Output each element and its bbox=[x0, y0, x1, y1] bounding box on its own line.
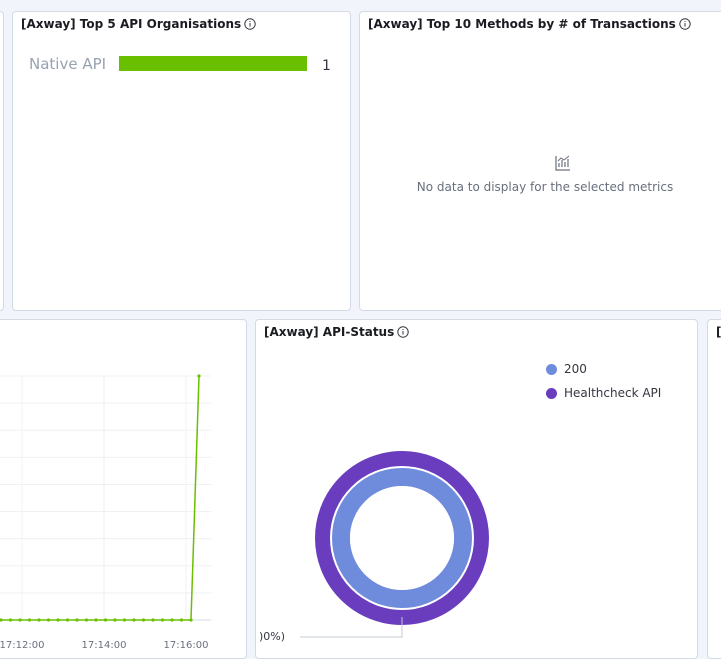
legend-label: 200 bbox=[564, 362, 587, 376]
donut-separator bbox=[330, 466, 474, 610]
legend-item-200[interactable]: 200 bbox=[546, 357, 661, 381]
right-edge-title: [. bbox=[716, 325, 721, 339]
status-title-text: [Axway] API-Status bbox=[264, 325, 395, 339]
data-point bbox=[122, 618, 127, 622]
data-point bbox=[56, 618, 60, 622]
timeline-panel: 17:12:00 17:14:00 17:16:00 bbox=[0, 319, 247, 659]
data-point bbox=[84, 618, 89, 622]
bar-label[interactable]: Native API bbox=[29, 55, 107, 73]
data-point bbox=[18, 618, 22, 622]
data-point bbox=[37, 618, 41, 622]
data-point bbox=[141, 618, 146, 622]
methods-panel-title: [Axway] Top 10 Methods by # of Transacti… bbox=[368, 17, 691, 31]
info-icon[interactable] bbox=[397, 326, 409, 338]
data-point bbox=[0, 618, 3, 622]
orgs-panel-title: [Axway] Top 5 API Organisations bbox=[21, 17, 256, 31]
donut-inner-edge bbox=[350, 486, 454, 590]
legend-dot bbox=[546, 387, 557, 399]
leader-line bbox=[300, 617, 403, 638]
x-tick-label: 17:16:00 bbox=[164, 640, 209, 651]
info-icon[interactable] bbox=[679, 18, 691, 30]
right-edge-panel: [. bbox=[707, 319, 721, 659]
donut-inner-ring bbox=[332, 468, 472, 608]
data-point bbox=[113, 618, 117, 622]
status-panel-title: [Axway] API-Status bbox=[264, 325, 409, 339]
data-point bbox=[179, 618, 184, 622]
status-panel: [Axway] API-Status 200 Healthcheck API )… bbox=[255, 319, 698, 659]
data-point bbox=[189, 618, 193, 622]
orgs-panel: [Axway] Top 5 API Organisations Native A… bbox=[12, 11, 351, 311]
orgs-title-text: [Axway] Top 5 API Organisations bbox=[21, 17, 242, 31]
data-point bbox=[8, 618, 13, 622]
left-edge-panel bbox=[0, 11, 4, 311]
data-point bbox=[27, 618, 32, 622]
legend-label: Healthcheck API bbox=[564, 386, 662, 400]
slice-percent-label: )0%) bbox=[259, 630, 286, 643]
info-icon[interactable] bbox=[244, 18, 256, 30]
data-point bbox=[46, 618, 51, 622]
legend: 200 Healthcheck API bbox=[546, 357, 661, 405]
data-point bbox=[151, 618, 155, 622]
legend-dot bbox=[546, 363, 557, 375]
data-point bbox=[94, 618, 98, 622]
bar-value: 1 bbox=[322, 58, 331, 74]
data-point bbox=[197, 374, 201, 378]
timeline-chart[interactable]: 17:12:00 17:14:00 17:16:00 bbox=[0, 320, 247, 659]
bar[interactable] bbox=[119, 56, 307, 71]
legend-item-healthcheck[interactable]: Healthcheck API bbox=[546, 381, 661, 405]
methods-panel: [Axway] Top 10 Methods by # of Transacti… bbox=[359, 11, 721, 311]
chart-empty-icon bbox=[555, 155, 570, 171]
data-point bbox=[103, 618, 108, 622]
data-point bbox=[75, 618, 79, 622]
data-point bbox=[170, 618, 174, 622]
data-point bbox=[160, 618, 165, 622]
donut-chart[interactable] bbox=[256, 320, 698, 659]
data-point bbox=[132, 618, 136, 622]
x-tick-label: 17:12:00 bbox=[0, 640, 44, 651]
data-point bbox=[65, 618, 70, 622]
methods-title-text: [Axway] Top 10 Methods by # of Transacti… bbox=[368, 17, 676, 31]
x-tick-label: 17:14:00 bbox=[82, 640, 127, 651]
empty-message: No data to display for the selected metr… bbox=[416, 180, 674, 194]
series-line bbox=[1, 375, 200, 621]
